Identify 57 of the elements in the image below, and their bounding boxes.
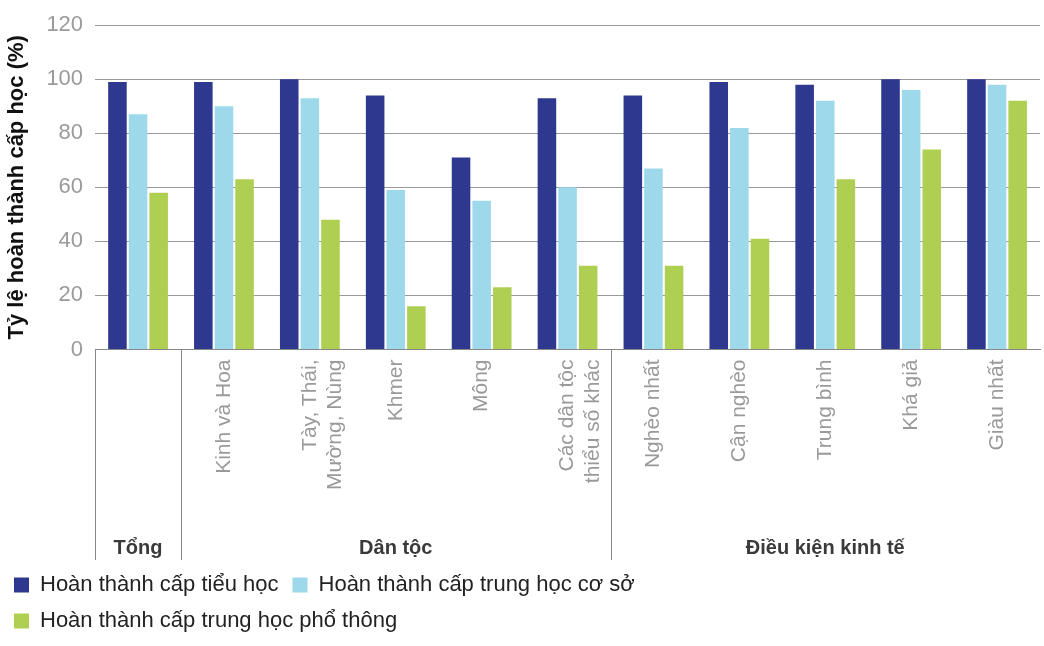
legend-label: Hoàn thành cấp trung học cơ sở [318, 571, 635, 597]
text: Tổng [113, 535, 163, 558]
y-tick-label: 120 [46, 11, 84, 37]
bar [967, 79, 986, 349]
bar [644, 168, 663, 349]
x-tick-label: Kinh và Hoa [210, 359, 234, 474]
bar [451, 157, 471, 349]
x-tick-label: Khá giả [897, 359, 921, 431]
x-tick-label: Nghèo nhất [640, 359, 664, 469]
x-tick-label: Giàu nhất [983, 359, 1007, 451]
bar [709, 81, 729, 349]
bar [492, 287, 512, 349]
bar [128, 114, 148, 349]
bar [578, 265, 598, 349]
y-tick-label: 0 [70, 335, 84, 361]
x-tick-label: Trung bình [812, 359, 836, 461]
text: Dân tộc [359, 535, 433, 558]
y-tick-label: 100 [46, 65, 84, 91]
legend-label: Hoàn thành cấp tiểu học [40, 571, 279, 597]
bar [365, 95, 385, 349]
bar [795, 84, 814, 349]
bar [881, 79, 900, 349]
bar [987, 84, 1007, 349]
bar [1008, 100, 1027, 349]
x-tick-label: Cận nghèo [726, 359, 750, 463]
bar [386, 190, 406, 349]
bar [321, 219, 340, 349]
bar [664, 265, 684, 349]
y-tick-label: 40 [58, 227, 84, 253]
y-tick-label: 20 [58, 281, 84, 307]
y-axis-title: Tỷ lệ hoàn thành cấp học (%) [3, 35, 29, 340]
bar [149, 192, 168, 349]
bar [922, 149, 942, 349]
y-tick-label: 60 [58, 173, 84, 199]
x-tick-label: Các dân tộc thiểu số khác [554, 359, 603, 484]
legend-label: Hoàn thành cấp trung học phổ thông [40, 607, 398, 633]
bar [300, 98, 320, 349]
bar [214, 106, 234, 349]
bar [623, 95, 643, 349]
x-tick-label: Tày, Thái, Mường, Nùng [296, 359, 345, 491]
bar [537, 98, 557, 349]
bar [407, 306, 426, 349]
bar [558, 187, 577, 349]
bar [901, 90, 921, 349]
bar [235, 179, 254, 349]
x-tick-label: Khmer [382, 359, 406, 422]
bar [750, 238, 770, 349]
bar [472, 200, 491, 349]
bar [194, 81, 213, 349]
bar [279, 79, 299, 349]
bar [108, 81, 127, 349]
text: Điều kiện kinh tế [745, 535, 906, 558]
y-tick-label: 80 [58, 119, 84, 145]
bar [815, 100, 835, 349]
bar [836, 179, 856, 349]
x-tick-label: Mông [468, 359, 492, 412]
bar [730, 127, 749, 349]
